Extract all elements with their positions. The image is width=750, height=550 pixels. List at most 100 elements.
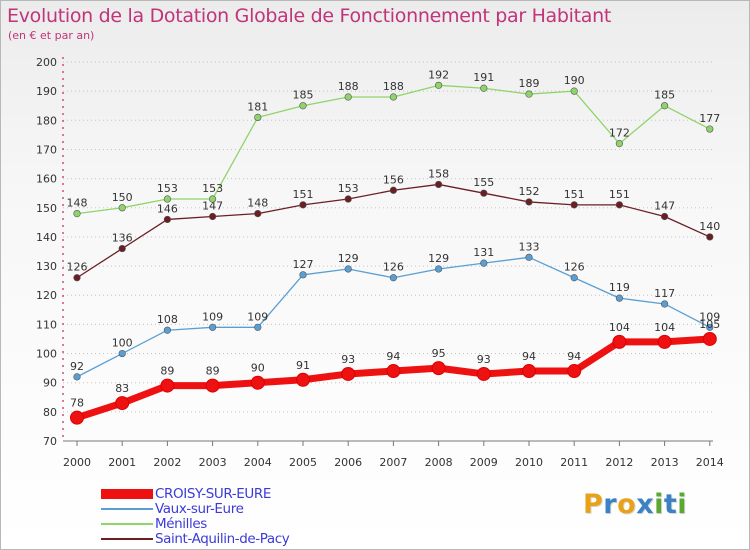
data-point xyxy=(702,331,717,346)
proxiti-logo: Proxiti xyxy=(583,489,687,520)
data-label: 129 xyxy=(428,252,449,265)
x-tick-label: 2012 xyxy=(605,456,633,469)
data-point xyxy=(480,189,488,197)
x-tick-label: 2005 xyxy=(289,456,317,469)
data-point xyxy=(657,334,672,349)
y-tick-label: 150 xyxy=(36,202,57,215)
data-label: 172 xyxy=(609,127,630,140)
data-point xyxy=(160,378,175,393)
data-label: 153 xyxy=(157,182,178,195)
logo-letter: o xyxy=(617,489,637,520)
x-tick-label: 2011 xyxy=(560,456,588,469)
data-label: 153 xyxy=(338,182,359,195)
data-label: 83 xyxy=(115,382,129,395)
data-label: 92 xyxy=(70,360,84,373)
data-point xyxy=(254,113,262,121)
x-tick-label: 2006 xyxy=(334,456,362,469)
data-label: 151 xyxy=(609,188,630,201)
data-point xyxy=(299,271,307,279)
data-label: 91 xyxy=(296,359,310,372)
data-point xyxy=(344,265,352,273)
data-point xyxy=(660,300,669,308)
data-point xyxy=(435,81,443,89)
data-point xyxy=(615,294,624,302)
data-point xyxy=(73,210,81,218)
data-point xyxy=(254,323,262,331)
data-label: 146 xyxy=(157,202,178,215)
series-saint-aquilin-de-pacy: 126 136 146 147 148 151 153 156 158 155 152 151 151 1… xyxy=(67,167,720,282)
logo-letter: P xyxy=(583,489,604,520)
y-tick-label: 70 xyxy=(43,435,57,448)
data-label: 100 xyxy=(112,337,133,350)
data-point xyxy=(163,326,171,334)
x-tick-label: 2014 xyxy=(696,456,724,469)
data-point xyxy=(386,364,401,379)
data-point xyxy=(525,253,533,261)
data-point xyxy=(344,93,352,101)
data-point xyxy=(615,140,624,148)
data-point xyxy=(115,396,130,411)
series-m-nilles: 148 150 153 153 181 185 188 188 192 191 189 190 172 1… xyxy=(67,68,720,218)
data-point xyxy=(706,125,714,133)
y-tick-label: 120 xyxy=(36,289,57,302)
data-label: 151 xyxy=(293,188,314,201)
y-tick-label: 190 xyxy=(36,85,57,98)
x-tick-label: 2010 xyxy=(515,456,543,469)
data-label: 93 xyxy=(477,353,491,366)
logo-letter: t xyxy=(663,489,678,520)
x-tick-label: 2004 xyxy=(244,456,272,469)
data-label: 89 xyxy=(160,365,174,378)
data-point xyxy=(118,204,126,212)
data-label: 155 xyxy=(473,176,494,189)
logo-letter: i xyxy=(654,489,664,520)
data-label: 89 xyxy=(206,365,220,378)
data-point xyxy=(209,323,217,331)
data-point xyxy=(205,378,220,393)
data-point xyxy=(706,323,714,331)
data-point xyxy=(73,274,81,282)
data-label: 127 xyxy=(293,258,314,271)
data-label: 93 xyxy=(341,353,355,366)
data-point xyxy=(250,375,265,390)
data-label: 109 xyxy=(699,310,720,323)
data-point xyxy=(209,212,217,221)
data-point xyxy=(570,201,578,209)
data-label: 153 xyxy=(202,182,223,195)
data-point xyxy=(480,259,488,267)
data-point xyxy=(118,349,126,358)
data-label: 158 xyxy=(428,167,449,180)
legend-swatch xyxy=(101,538,153,540)
data-label: 94 xyxy=(522,350,536,363)
logo-letter: i xyxy=(677,489,688,520)
data-point xyxy=(299,102,307,110)
data-point xyxy=(480,84,488,92)
data-label: 109 xyxy=(202,310,223,323)
y-tick-label: 200 xyxy=(36,56,57,69)
data-point xyxy=(254,210,262,218)
y-tick-label: 140 xyxy=(36,231,57,244)
data-label: 188 xyxy=(338,80,359,93)
data-point xyxy=(389,186,398,194)
logo-letter: x xyxy=(636,489,655,520)
chart-title: Evolution de la Dotation Globale de Fonc… xyxy=(7,5,612,27)
data-label: 147 xyxy=(654,200,675,213)
data-label: 131 xyxy=(473,246,494,259)
data-label: 94 xyxy=(386,350,400,363)
x-ticks: 2000 2001 2002 2003 2004 2005 2006 2007 2008 2009… xyxy=(63,441,724,469)
data-point xyxy=(73,373,81,381)
data-label: 191 xyxy=(473,71,494,84)
data-label: 192 xyxy=(428,68,449,81)
data-label: 147 xyxy=(202,200,223,213)
data-label: 117 xyxy=(654,287,675,300)
data-label: 151 xyxy=(564,188,585,201)
x-tick-label: 2000 xyxy=(63,456,91,469)
data-point xyxy=(163,195,171,203)
data-point xyxy=(522,364,536,379)
x-tick-label: 2001 xyxy=(108,456,136,469)
legend-label: Ménilles xyxy=(155,516,207,532)
data-label: 94 xyxy=(567,350,581,363)
y-tick-label: 110 xyxy=(36,318,57,331)
data-label: 140 xyxy=(699,220,720,233)
y-tick-label: 80 xyxy=(43,406,57,419)
